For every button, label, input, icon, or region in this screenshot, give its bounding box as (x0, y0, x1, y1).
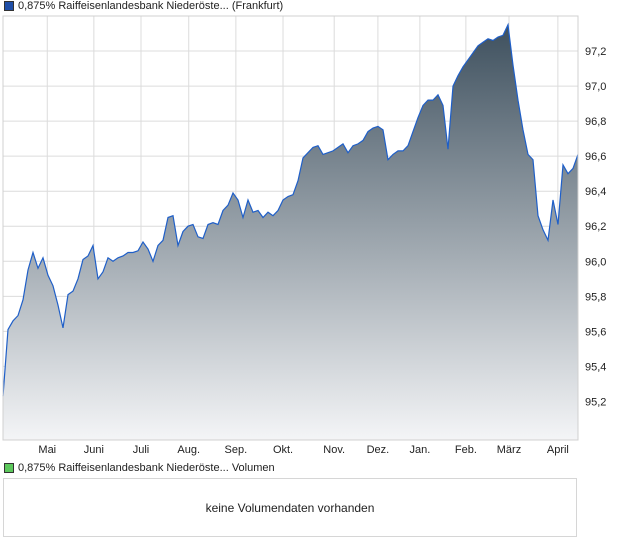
x-tick-label: Juni (84, 444, 104, 456)
y-tick-label: 97,0 (585, 81, 606, 93)
plot-frame (2, 15, 579, 441)
no-volume-message: keine Volumendaten vorhanden (205, 500, 375, 515)
y-tick-label: 95,4 (585, 361, 606, 373)
y-tick-label: 95,2 (585, 396, 606, 408)
price-legend-swatch (4, 1, 14, 11)
x-tick-label: Feb. (455, 444, 477, 456)
volume-legend-swatch (4, 463, 14, 473)
x-tick-label: Okt. (273, 444, 293, 456)
y-tick-label: 95,6 (585, 326, 606, 338)
price-legend-label: 0,875% Raiffeisenlandesbank Niederöste..… (18, 0, 284, 12)
x-tick-label: Juli (133, 444, 150, 456)
volume-legend: 0,875% Raiffeisenlandesbank Niederöste..… (4, 462, 275, 474)
x-tick-label: Mai (38, 444, 56, 456)
y-tick-label: 96,0 (585, 256, 606, 268)
price-chart: 95,2 95,4 95,6 95,8 96,0 96,2 96,4 96,6 96,8 97,0… (2, 15, 606, 456)
y-tick-label: 97,2 (585, 46, 606, 58)
x-tick-label: Jan. (409, 444, 430, 456)
volume-legend-label: 0,875% Raiffeisenlandesbank Niederöste..… (18, 462, 275, 474)
y-tick-label: 96,2 (585, 221, 606, 233)
x-tick-label: Aug. (177, 444, 200, 456)
x-tick-label: Nov. (323, 444, 345, 456)
y-tick-label: 96,6 (585, 151, 606, 163)
x-tick-label: Sep. (225, 444, 248, 456)
x-tick-label: April (547, 444, 569, 456)
y-tick-label: 96,8 (585, 116, 606, 128)
price-area (3, 24, 578, 441)
x-tick-label: Dez. (367, 444, 390, 456)
price-line (2, 22, 579, 397)
y-tick-label: 95,8 (585, 291, 606, 303)
volume-panel: keine Volumendaten vorhanden (3, 478, 577, 537)
x-tick-label: März (497, 444, 521, 456)
y-tick-label: 96,4 (585, 186, 606, 198)
price-legend: 0,875% Raiffeisenlandesbank Niederöste..… (4, 0, 283, 12)
